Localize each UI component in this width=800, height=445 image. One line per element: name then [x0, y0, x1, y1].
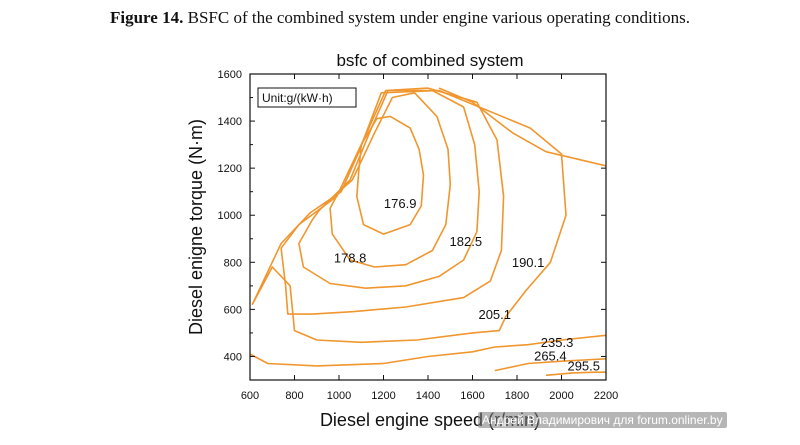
y-tick-label: 1600 [218, 69, 242, 81]
x-tick-label: 2000 [549, 390, 573, 402]
contour-line-outer [438, 87, 606, 167]
x-tick-label: 1600 [460, 390, 484, 402]
figure-caption-text: BSFC of the combined system under engine… [183, 8, 690, 27]
contour-line-190-1 [280, 87, 505, 315]
watermark: Андрей Владимирович для forum.onliner.by [478, 412, 727, 428]
contour-label: 265.4 [534, 348, 567, 363]
figure-caption: Figure 14. BSFC of the combined system u… [0, 8, 800, 28]
contour-line-178-8 [329, 92, 452, 268]
x-tick-label: 800 [285, 390, 303, 402]
y-tick-label: 600 [224, 304, 242, 316]
y-tick-label: 1400 [218, 116, 242, 128]
unit-label: Unit:g/(kW·h) [262, 91, 333, 105]
contour-label: 178.8 [334, 250, 367, 265]
x-tick-label: 1800 [505, 390, 529, 402]
contour-line-182-5 [298, 89, 480, 289]
y-tick-label: 1200 [218, 163, 242, 175]
figure-caption-label: Figure 14. [110, 8, 184, 27]
x-tick-label: 1000 [327, 390, 351, 402]
contour-line-205-1 [251, 89, 567, 344]
contour-line-295-5 [545, 371, 606, 377]
unit-box [257, 87, 357, 108]
y-tick-label: 400 [224, 351, 242, 363]
contour-label: 205.1 [478, 307, 511, 322]
contour-label: 295.5 [567, 359, 600, 374]
chart-title: bsfc of combined system [336, 51, 523, 70]
x-tick-label: 2200 [594, 390, 618, 402]
contour-line-265-4 [494, 358, 606, 372]
contour-line-176-9 [356, 115, 425, 235]
y-tick-label: 1000 [218, 210, 242, 222]
x-tick-label: 1200 [371, 390, 395, 402]
x-tick-label: 600 [241, 390, 259, 402]
x-tick-label: 1400 [416, 390, 440, 402]
contour-label: 182.5 [450, 234, 483, 249]
contour-label: 190.1 [512, 255, 545, 270]
contour-label: 176.9 [384, 196, 417, 211]
y-tick-label: 800 [224, 257, 242, 269]
contour-label: 235.3 [541, 335, 574, 350]
y-axis-label: Diesel enigne torque (N·m) [186, 119, 206, 335]
contour-line-235-3 [250, 334, 606, 367]
